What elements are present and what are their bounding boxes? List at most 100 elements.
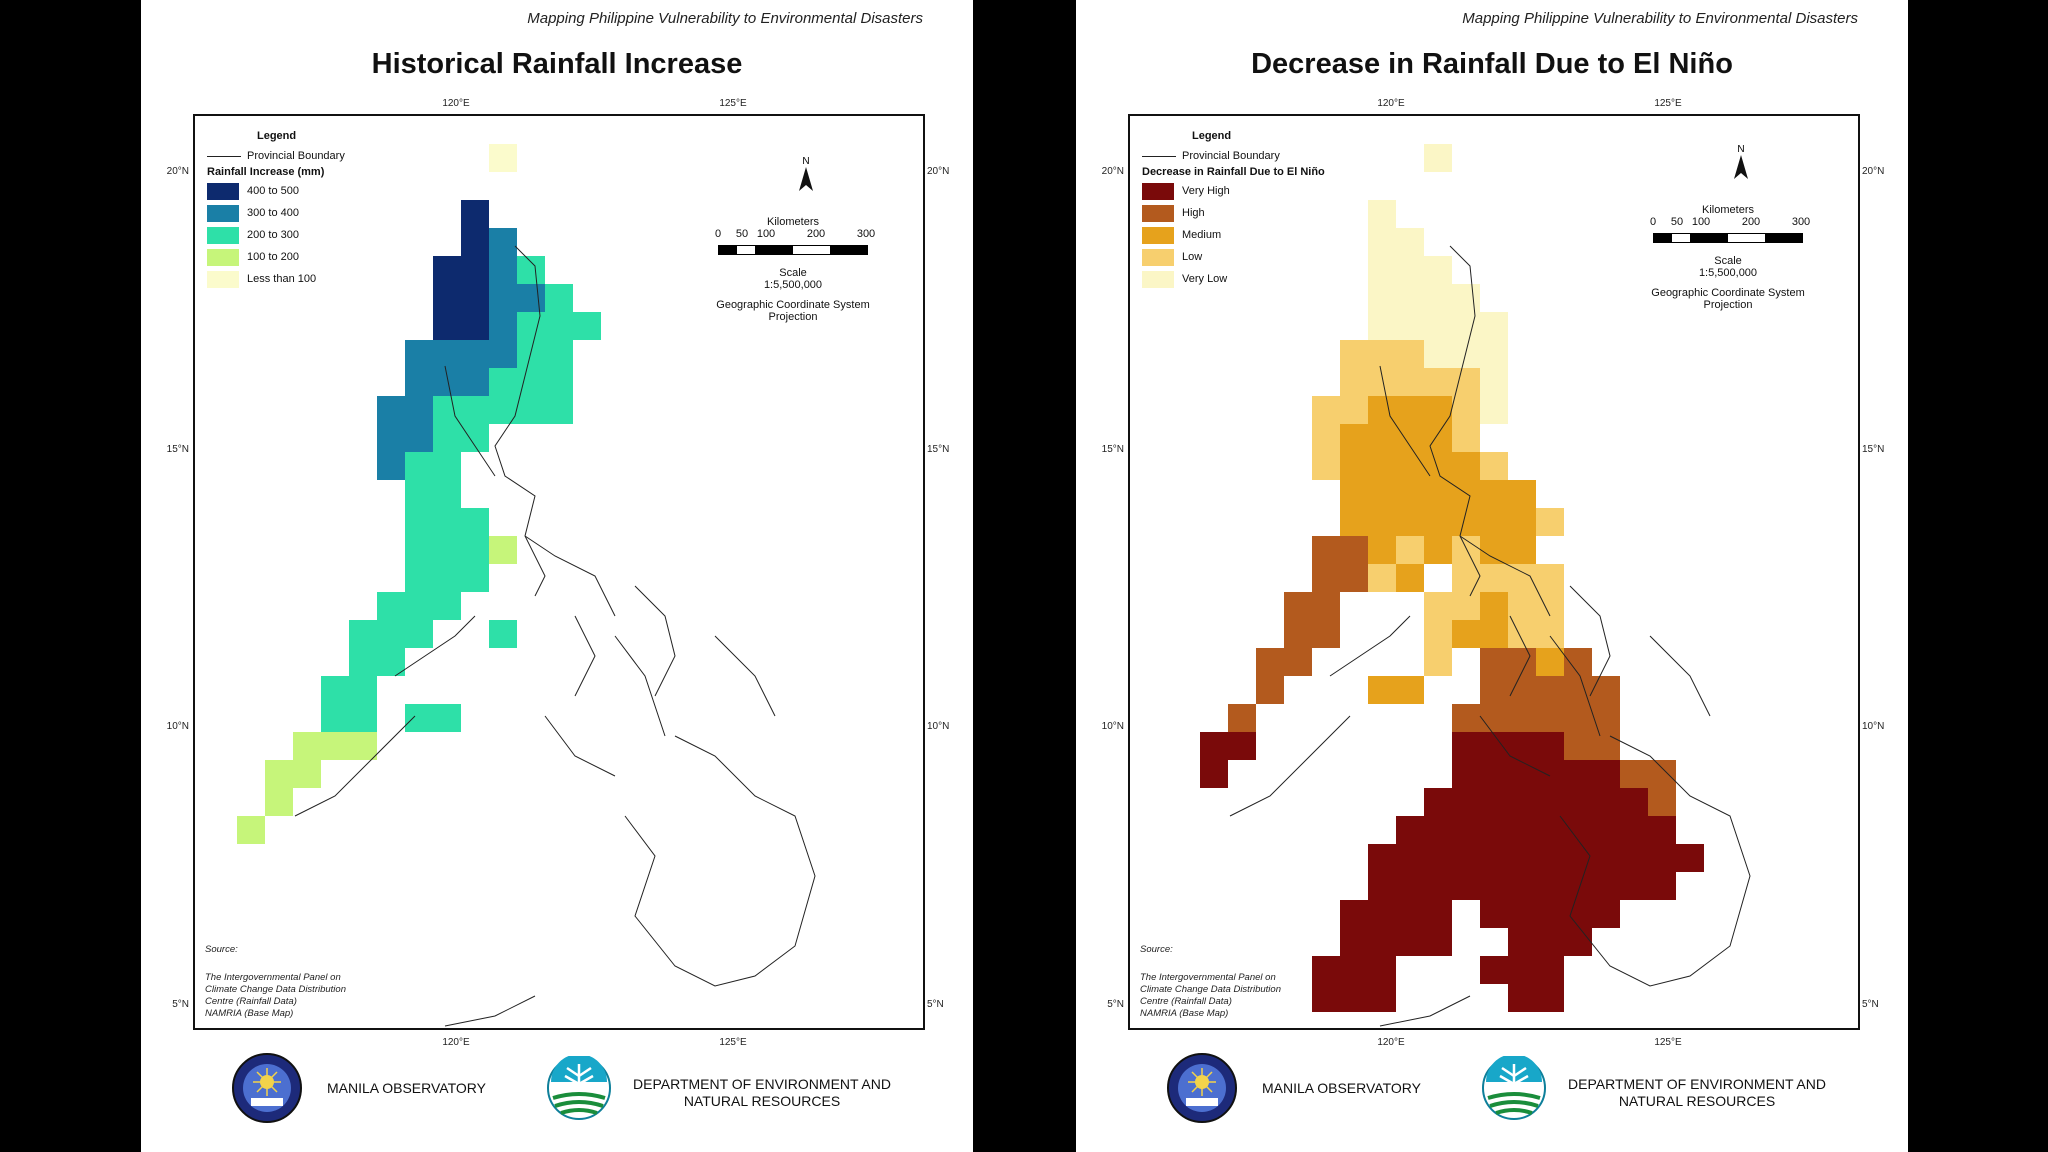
grid-cell bbox=[1536, 984, 1564, 1012]
grid-cell bbox=[405, 704, 433, 732]
grid-cell bbox=[1396, 536, 1424, 564]
grid-cell bbox=[293, 760, 321, 788]
grid-cell bbox=[489, 340, 517, 368]
map-title: Historical Rainfall Increase bbox=[371, 48, 743, 80]
grid-cell bbox=[1452, 536, 1480, 564]
grid-cell bbox=[1368, 284, 1396, 312]
legend-item: 100 to 200 bbox=[207, 248, 407, 266]
grid-cell bbox=[433, 480, 461, 508]
grid-cell bbox=[1592, 732, 1620, 760]
grid-cell bbox=[321, 676, 349, 704]
grid-cell bbox=[1480, 956, 1508, 984]
legend-boundary-label: Provincial Boundary bbox=[247, 150, 345, 162]
legend-item-label: Very Low bbox=[1182, 273, 1228, 285]
grid-cell bbox=[1284, 620, 1312, 648]
legend-boundary-entry: Provincial Boundary bbox=[1142, 150, 1342, 162]
source-line: Centre (Rainfall Data) bbox=[205, 996, 297, 1007]
scale-ratio: 1:5,500,000 bbox=[763, 279, 823, 291]
grid-cell bbox=[433, 704, 461, 732]
left-latitude-tick: 20°N bbox=[166, 166, 189, 177]
scale-label: Kilometers bbox=[1702, 204, 1754, 216]
grid-cell bbox=[1508, 872, 1536, 900]
grid-cell bbox=[1424, 788, 1452, 816]
grid-cell bbox=[1396, 284, 1424, 312]
grid-cell bbox=[1396, 256, 1424, 284]
grid-cell bbox=[1564, 900, 1592, 928]
north-arrow-icon bbox=[1734, 155, 1748, 179]
grid-cell bbox=[1480, 592, 1508, 620]
north-arrow: N bbox=[1726, 144, 1756, 182]
grid-cell bbox=[1396, 816, 1424, 844]
grid-cell bbox=[489, 284, 517, 312]
right-latitude-tick: 20°N bbox=[927, 166, 950, 177]
scale-tick: 200 bbox=[1741, 216, 1761, 228]
grid-cell bbox=[1368, 956, 1396, 984]
bottom-longitude-tick: 120°E bbox=[442, 1037, 470, 1048]
manila-observatory-seal-icon bbox=[1167, 1053, 1237, 1123]
panel-header: Mapping Philippine Vulnerability to Envi… bbox=[1462, 10, 1858, 27]
grid-cell bbox=[405, 396, 433, 424]
grid-cell bbox=[1368, 452, 1396, 480]
grid-cell bbox=[1256, 676, 1284, 704]
north-label: N bbox=[802, 156, 810, 167]
scale-tick: 200 bbox=[806, 228, 826, 240]
grid-cell bbox=[1452, 816, 1480, 844]
grid-cell bbox=[1452, 452, 1480, 480]
scale-tick: 0 bbox=[1649, 216, 1657, 228]
denr-label-line1: DEPARTMENT OF ENVIRONMENT AND bbox=[1568, 1076, 1826, 1092]
grid-cell bbox=[1508, 788, 1536, 816]
map-panel-el-nino-decrease: Mapping Philippine Vulnerability to Envi… bbox=[1076, 0, 1908, 1152]
grid-cell bbox=[1480, 872, 1508, 900]
grid-cell bbox=[349, 620, 377, 648]
grid-cell bbox=[1368, 368, 1396, 396]
grid-cell bbox=[1452, 732, 1480, 760]
projection-line1: Geographic Coordinate System bbox=[716, 299, 870, 311]
grid-cell bbox=[1396, 452, 1424, 480]
denr-label-line1: DEPARTMENT OF ENVIRONMENT AND bbox=[633, 1076, 891, 1092]
grid-cell bbox=[489, 312, 517, 340]
scale-tick: 100 bbox=[1691, 216, 1711, 228]
grid-cell bbox=[1452, 844, 1480, 872]
grid-cell bbox=[1620, 760, 1648, 788]
grid-cell bbox=[1368, 844, 1396, 872]
grid-cell bbox=[545, 312, 573, 340]
grid-cell bbox=[1424, 508, 1452, 536]
grid-cell bbox=[1368, 256, 1396, 284]
grid-cell bbox=[1452, 872, 1480, 900]
source-line: Climate Change Data Distribution bbox=[1140, 984, 1281, 995]
top-longitude-tick: 120°E bbox=[1377, 98, 1405, 109]
grid-cell bbox=[377, 648, 405, 676]
legend-item: Low bbox=[1142, 248, 1342, 266]
grid-cell bbox=[545, 340, 573, 368]
grid-cell bbox=[1480, 788, 1508, 816]
grid-cell bbox=[433, 396, 461, 424]
grid-cell bbox=[461, 424, 489, 452]
grid-cell bbox=[489, 144, 517, 172]
logo-footer: MANILA OBSERVATORY DEPARTMENT OF ENVIRON… bbox=[1076, 1048, 1908, 1128]
legend-title: Decrease in Rainfall Due to El Niño bbox=[1142, 166, 1325, 178]
grid-cell bbox=[1424, 536, 1452, 564]
right-latitude-tick: 20°N bbox=[1862, 166, 1885, 177]
grid-cell bbox=[461, 536, 489, 564]
grid-cell bbox=[1396, 396, 1424, 424]
grid-cell bbox=[1424, 592, 1452, 620]
grid-cell bbox=[1508, 900, 1536, 928]
grid-cell bbox=[237, 816, 265, 844]
grid-cell bbox=[1424, 452, 1452, 480]
grid-cell bbox=[1368, 424, 1396, 452]
grid-cell bbox=[1676, 844, 1704, 872]
grid-cell bbox=[1368, 900, 1396, 928]
grid-cell bbox=[1396, 368, 1424, 396]
grid-cell bbox=[1536, 732, 1564, 760]
grid-cell bbox=[1480, 452, 1508, 480]
grid-cell bbox=[1536, 620, 1564, 648]
grid-cell bbox=[321, 704, 349, 732]
legend-swatch bbox=[207, 204, 239, 222]
grid-cell bbox=[1396, 900, 1424, 928]
source-line: Climate Change Data Distribution bbox=[205, 984, 346, 995]
top-longitude-tick: 120°E bbox=[442, 98, 470, 109]
denr-label-line2: NATURAL RESOURCES bbox=[683, 1093, 841, 1109]
grid-cell bbox=[1480, 396, 1508, 424]
grid-cell bbox=[1508, 956, 1536, 984]
grid-cell bbox=[1480, 312, 1508, 340]
